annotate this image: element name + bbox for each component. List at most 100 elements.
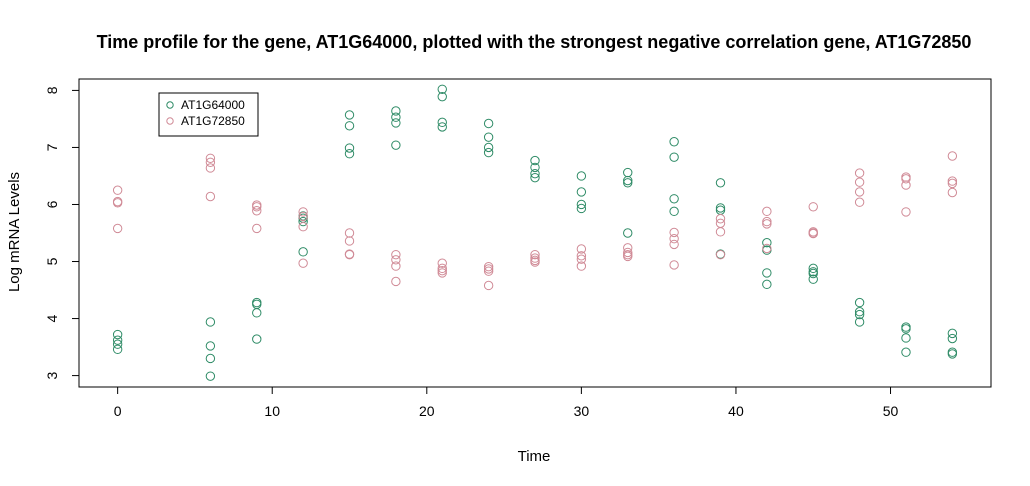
data-point <box>947 328 958 339</box>
data-point <box>901 174 911 184</box>
data-point <box>715 214 726 224</box>
data-point <box>623 178 633 188</box>
data-point <box>901 207 911 217</box>
data-point <box>112 335 123 345</box>
x-axis-label: Time <box>518 448 551 465</box>
data-point <box>205 371 216 381</box>
data-point <box>344 228 355 238</box>
data-point <box>298 247 308 257</box>
data-point <box>483 264 494 274</box>
data-point <box>344 236 355 246</box>
data-point <box>947 151 958 161</box>
data-point <box>112 339 123 349</box>
data-point <box>112 344 123 355</box>
legend-label-at1g72850: AT1G72850 <box>181 114 245 128</box>
data-point <box>437 258 447 268</box>
x-tick-label: 0 <box>114 403 122 419</box>
y-axis-label: Log mRNA Levels <box>6 172 23 292</box>
data-point <box>205 153 216 163</box>
data-point <box>530 257 540 267</box>
data-point <box>530 155 540 166</box>
data-point <box>205 157 216 167</box>
data-point <box>391 106 401 116</box>
data-point <box>344 110 355 120</box>
data-point <box>854 309 865 320</box>
data-point <box>483 147 494 158</box>
data-point <box>344 121 355 131</box>
data-point <box>530 168 540 179</box>
y-tick-label: 5 <box>44 257 60 265</box>
data-point <box>762 216 772 227</box>
data-point <box>530 249 540 260</box>
data-point <box>483 266 494 276</box>
y-tick-label: 3 <box>44 371 60 379</box>
data-point <box>947 178 958 189</box>
data-point <box>483 118 494 129</box>
data-point <box>576 187 587 197</box>
data-point <box>530 253 540 263</box>
data-point <box>669 239 679 250</box>
data-point <box>623 251 633 262</box>
data-point <box>623 175 633 186</box>
data-point <box>205 353 216 364</box>
data-point <box>391 261 401 271</box>
data-point <box>437 91 447 102</box>
data-point <box>762 237 772 248</box>
data-point <box>669 260 679 270</box>
data-point <box>483 142 494 153</box>
data-point <box>112 329 123 340</box>
data-point <box>947 187 958 198</box>
data-point <box>669 152 679 162</box>
data-point <box>205 191 216 202</box>
data-point <box>391 140 401 150</box>
data-point <box>762 219 772 229</box>
legend-marker-at1g64000 <box>166 101 174 109</box>
data-point <box>483 280 494 291</box>
data-point <box>298 216 308 227</box>
data-point <box>854 177 865 187</box>
data-point <box>298 222 308 232</box>
data-point <box>715 178 726 188</box>
data-point <box>437 117 447 128</box>
data-point <box>437 268 447 278</box>
data-point <box>623 167 633 178</box>
data-point <box>669 194 679 204</box>
data-point <box>576 244 587 254</box>
data-point <box>112 198 123 208</box>
x-tick-label: 50 <box>883 403 899 419</box>
data-point <box>623 247 633 258</box>
data-point <box>901 347 911 357</box>
data-point <box>576 203 587 214</box>
x-tick-label: 30 <box>574 403 590 419</box>
y-axis: 3 4 5 6 7 8 <box>44 86 80 379</box>
data-point <box>576 171 587 181</box>
data-point <box>252 223 262 234</box>
chart-title: Time profile for the gene, AT1G64000, pl… <box>97 32 972 52</box>
data-point <box>252 334 262 344</box>
data-point <box>344 143 355 153</box>
data-point <box>854 317 865 327</box>
data-point <box>391 112 401 122</box>
data-point <box>252 308 262 318</box>
data-point <box>576 254 587 264</box>
data-point <box>391 118 401 128</box>
data-point <box>112 223 123 234</box>
legend: AT1G64000 AT1G72850 <box>158 92 259 137</box>
data-point <box>483 261 494 272</box>
data-point <box>715 203 726 213</box>
data-point <box>437 263 447 274</box>
data-point <box>623 228 633 238</box>
data-point <box>715 249 726 260</box>
x-tick-label: 40 <box>728 403 744 419</box>
data-point <box>854 307 865 317</box>
data-point <box>854 187 865 197</box>
x-axis: 0 10 20 30 40 50 <box>114 386 899 419</box>
data-point <box>530 172 540 183</box>
data-point <box>715 227 726 237</box>
data-point <box>391 276 401 287</box>
data-point <box>762 279 772 290</box>
data-point <box>205 341 216 351</box>
data-point <box>112 185 123 195</box>
data-point <box>576 251 587 261</box>
data-point <box>205 163 216 173</box>
